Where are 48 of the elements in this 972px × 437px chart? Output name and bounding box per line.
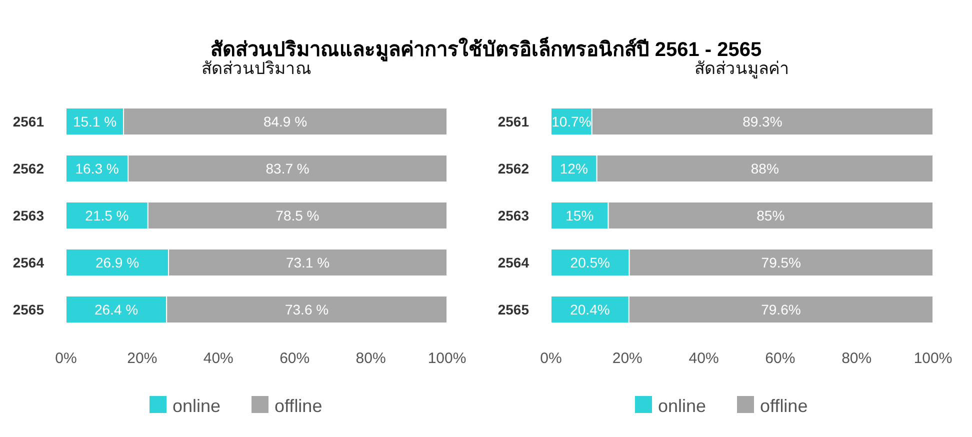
- x-tick-label: 100%: [428, 350, 466, 367]
- y-tick-label: 2563: [12, 208, 44, 224]
- y-tick-label: 2561: [12, 114, 44, 130]
- chart-subtitle: สัดส่วนมูลค่า: [694, 59, 790, 79]
- x-tick-label: 100%: [914, 350, 952, 367]
- x-tick-label: 20%: [127, 350, 158, 367]
- data-label: 79.6%: [761, 302, 801, 318]
- x-tick-label: 40%: [688, 350, 719, 367]
- data-label: 88%: [750, 160, 779, 176]
- x-tick-label: 0%: [55, 350, 77, 367]
- y-tick-label: 2562: [12, 160, 44, 176]
- x-tick-label: 80%: [842, 350, 872, 367]
- data-label: 73.6 %: [284, 302, 329, 318]
- data-label: 79.5%: [761, 254, 802, 270]
- y-tick-label: 2562: [498, 160, 530, 176]
- data-label: 20.5%: [570, 254, 610, 270]
- data-label: 84.9 %: [263, 114, 308, 130]
- data-label: 15%: [566, 208, 594, 224]
- y-tick-label: 2564: [498, 254, 530, 270]
- x-tick-label: 60%: [765, 350, 796, 367]
- legend-label: offline: [760, 396, 808, 416]
- legend-label: online: [658, 396, 706, 416]
- chart-subtitle: สัดส่วนปริมาณ: [202, 59, 312, 78]
- data-label: 83.7 %: [266, 160, 310, 176]
- legend-label: online: [172, 396, 221, 416]
- y-tick-label: 2561: [498, 114, 530, 130]
- x-tick-label: 20%: [612, 350, 642, 367]
- data-label: 20.4%: [570, 302, 610, 318]
- data-label: 73.1 %: [286, 254, 330, 270]
- y-tick-label: 2563: [498, 208, 530, 224]
- y-tick-label: 2565: [498, 302, 530, 318]
- x-tick-label: 0%: [540, 350, 562, 367]
- x-tick-label: 60%: [280, 350, 310, 367]
- data-label: 12%: [560, 160, 588, 176]
- data-label: 10.7%: [552, 114, 592, 130]
- data-label: 16.3 %: [75, 160, 119, 176]
- data-label: 85%: [756, 208, 785, 224]
- data-label: 21.5 %: [85, 208, 129, 224]
- y-tick-label: 2564: [12, 254, 44, 270]
- data-label: 26.9 %: [95, 254, 140, 270]
- y-tick-label: 2565: [12, 302, 44, 318]
- data-label: 78.5 %: [276, 208, 320, 224]
- x-tick-label: 80%: [356, 350, 386, 367]
- data-label: 26.4 %: [94, 302, 138, 318]
- x-tick-label: 40%: [203, 350, 234, 367]
- legend-label: offline: [274, 396, 322, 416]
- data-label: 15.1 %: [72, 114, 117, 130]
- data-label: 89.3%: [742, 114, 782, 130]
